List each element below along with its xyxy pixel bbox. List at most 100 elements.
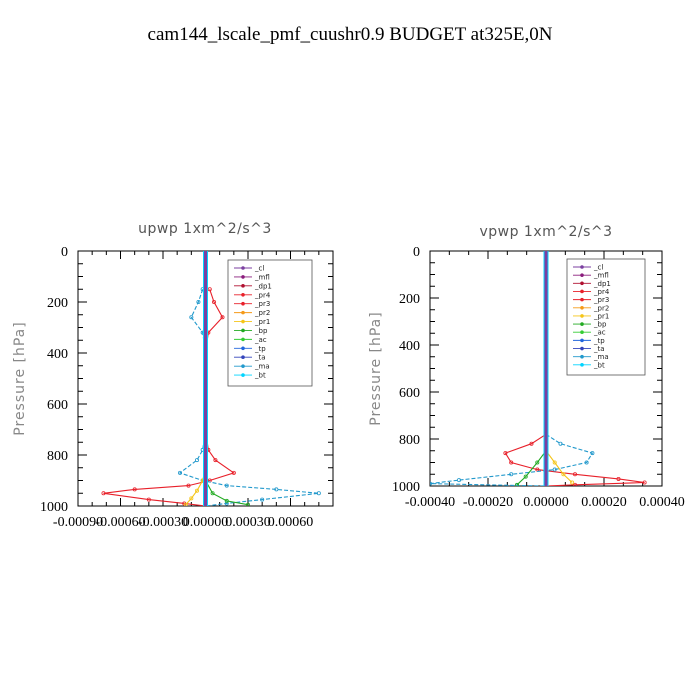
series-line-pr1 bbox=[185, 467, 207, 506]
data-point bbox=[552, 467, 557, 472]
legend-label: _pr1 bbox=[254, 318, 270, 326]
legend-marker bbox=[241, 301, 245, 306]
legend-label: _tp bbox=[593, 337, 605, 345]
data-point bbox=[561, 472, 566, 477]
data-point bbox=[101, 491, 106, 496]
legend-marker bbox=[241, 284, 245, 288]
data-point bbox=[207, 287, 212, 292]
legend-label: _ma bbox=[593, 353, 609, 361]
data-point bbox=[590, 451, 595, 456]
legend-marker bbox=[241, 292, 245, 297]
series-group bbox=[101, 251, 321, 506]
legend-label: _cl bbox=[254, 265, 264, 273]
data-point bbox=[509, 460, 514, 465]
data-point bbox=[584, 460, 589, 465]
data-point bbox=[616, 476, 621, 481]
x-tick-label: 0.00030 bbox=[225, 515, 271, 530]
x-tick-label: 0.00060 bbox=[268, 515, 314, 530]
vpwp-panel: vpwp 1xm^2/s^3 Pressure [hPa] 0 200 400 600 80… bbox=[368, 224, 685, 510]
legend-label: _ta bbox=[254, 354, 266, 362]
data-point bbox=[570, 480, 575, 485]
legend-marker bbox=[241, 328, 245, 333]
legend-marker bbox=[580, 346, 584, 351]
y-tick-label: 0 bbox=[61, 245, 68, 260]
legend-marker bbox=[580, 330, 584, 335]
x-tick-label: 0.00000 bbox=[183, 515, 229, 530]
legend-label: _cl bbox=[593, 264, 603, 272]
y-tick-label: 800 bbox=[399, 433, 420, 448]
data-point bbox=[220, 315, 225, 320]
x-tick-label: 0.00000 bbox=[523, 495, 569, 510]
legend-marker bbox=[241, 364, 245, 368]
data-point bbox=[529, 441, 534, 446]
x-tick-label: -0.00090 bbox=[53, 515, 103, 530]
legend-marker bbox=[580, 322, 584, 326]
data-point bbox=[186, 483, 191, 488]
data-point bbox=[194, 458, 199, 463]
legend-label: _mfl bbox=[593, 272, 609, 280]
legend-label: _ac bbox=[593, 329, 606, 337]
legend-marker bbox=[580, 281, 584, 286]
data-point bbox=[260, 497, 265, 502]
legend-marker bbox=[580, 354, 584, 359]
y-tick-label: 0 bbox=[413, 245, 420, 260]
data-point bbox=[211, 299, 216, 304]
legend-label: _bp bbox=[254, 327, 268, 335]
panel-title: upwp 1xm^2/s^3 bbox=[138, 221, 272, 237]
legend-marker bbox=[241, 337, 245, 342]
legend-label: _pr2 bbox=[254, 309, 270, 317]
data-point bbox=[316, 491, 321, 496]
legend-marker bbox=[580, 305, 584, 310]
x-tick-label: 0.00020 bbox=[581, 495, 627, 510]
legend-label: _pr1 bbox=[593, 312, 609, 320]
x-tick-label: -0.00030 bbox=[138, 515, 188, 530]
series-line-pr4 bbox=[103, 289, 236, 506]
series-line-ma bbox=[430, 433, 594, 486]
data-point bbox=[523, 474, 528, 479]
x-tick-label: -0.00040 bbox=[405, 495, 455, 510]
data-point bbox=[224, 498, 229, 503]
legend-marker bbox=[241, 346, 245, 351]
series-line-bp bbox=[205, 480, 249, 506]
legend-box bbox=[566, 258, 646, 376]
legend-label: _ta bbox=[593, 345, 605, 353]
data-point bbox=[430, 481, 432, 486]
data-point bbox=[642, 480, 647, 485]
data-point bbox=[509, 472, 514, 477]
data-point bbox=[146, 497, 151, 502]
series-line-pr1 bbox=[545, 450, 573, 483]
x-tick-label: 0.00040 bbox=[639, 495, 685, 510]
legend-marker bbox=[241, 373, 245, 377]
legend-marker bbox=[241, 319, 245, 324]
legend-label: _bt bbox=[593, 361, 605, 369]
legend-label: _bt bbox=[254, 372, 266, 380]
series-line-bp bbox=[516, 450, 547, 486]
figure-title: cam144_lscale_pmf_cuushr0.9 BUDGET at325… bbox=[148, 24, 553, 45]
series-line-pr4 bbox=[504, 433, 645, 486]
y-tick-label: 600 bbox=[47, 398, 68, 413]
data-point bbox=[189, 496, 194, 501]
legend-marker bbox=[241, 310, 245, 315]
legend-marker bbox=[580, 297, 584, 302]
legend-marker bbox=[580, 289, 584, 294]
legend-marker bbox=[580, 363, 584, 367]
data-point bbox=[503, 451, 508, 456]
x-tick-label: -0.00060 bbox=[95, 515, 145, 530]
data-point bbox=[274, 487, 279, 492]
legend: _cl_mfl_dp1_pr4_pr3_pr2_pr1_bp_ac_tp_ta_… bbox=[227, 259, 313, 387]
x-tick-label: -0.00020 bbox=[463, 495, 513, 510]
data-point bbox=[177, 470, 182, 475]
legend-label: _pr3 bbox=[593, 296, 609, 304]
legend-label: _ac bbox=[254, 336, 267, 344]
data-point bbox=[132, 487, 137, 492]
y-tick-label: 200 bbox=[399, 292, 420, 307]
y-tick-label: 200 bbox=[47, 296, 68, 311]
data-point bbox=[224, 501, 229, 506]
legend-marker bbox=[580, 273, 584, 277]
data-point bbox=[515, 482, 519, 486]
data-point bbox=[231, 470, 236, 475]
data-point bbox=[196, 299, 201, 304]
legend-label: _pr2 bbox=[593, 304, 609, 312]
y-axis-label: Pressure [hPa] bbox=[12, 321, 28, 435]
